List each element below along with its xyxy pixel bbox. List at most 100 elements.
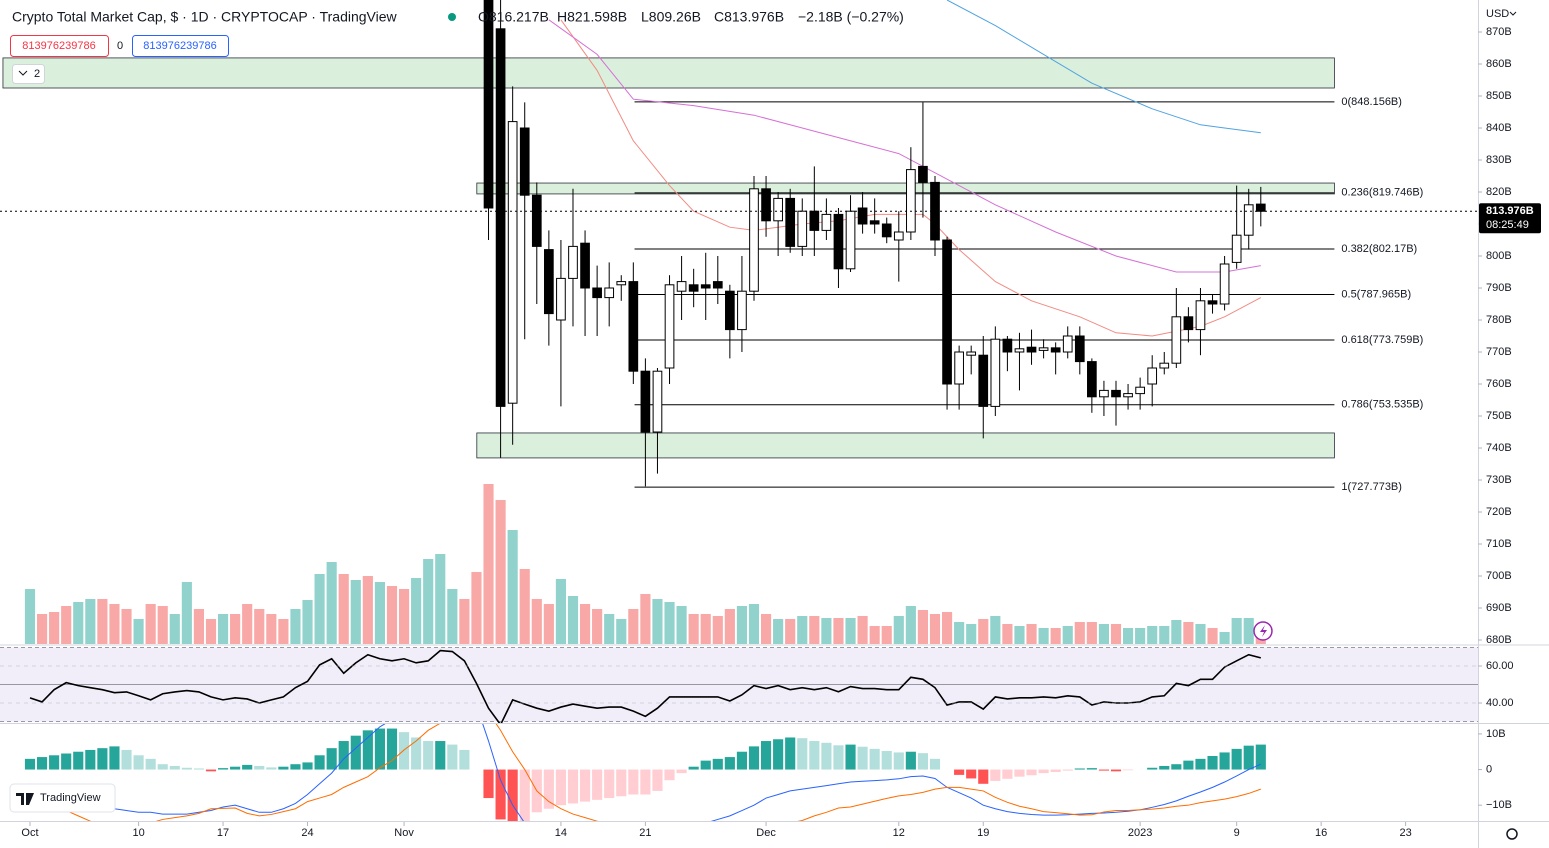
ask-box[interactable]	[132, 35, 229, 57]
candle-body	[712, 281, 723, 289]
volume-bar	[1147, 626, 1158, 644]
bid-value: 813976239786	[22, 40, 95, 52]
candle-body	[773, 197, 783, 222]
volume-bar	[109, 604, 120, 644]
volume-bar	[773, 619, 784, 644]
volume-bar	[230, 614, 241, 644]
volume-bar	[133, 619, 144, 644]
volume-bar	[700, 614, 711, 644]
macd-hist-bar	[1171, 764, 1182, 770]
volume-bar	[1062, 626, 1073, 644]
macd-hist-bar	[1255, 744, 1266, 770]
volume-bar	[121, 609, 132, 644]
volume-bar	[507, 530, 518, 644]
volume-bar	[628, 609, 639, 644]
candle-body	[1087, 361, 1097, 398]
macd-hist-bar	[592, 769, 603, 800]
y-tick-label: 680B	[1486, 634, 1512, 646]
macd-hist-bar	[978, 769, 989, 784]
candle-body	[737, 290, 747, 331]
candle-body	[857, 207, 868, 225]
macd-hist-bar	[555, 769, 566, 806]
volume-bar	[1026, 624, 1037, 644]
settings-icon[interactable]	[1506, 828, 1518, 840]
volume-bar	[785, 619, 796, 644]
candle-body	[1050, 347, 1061, 353]
y-tick-label: 720B	[1486, 506, 1512, 518]
y-tick-label: 790B	[1486, 282, 1512, 294]
macd-hist-bar	[205, 769, 217, 772]
ohlc-change: −2.18B (−0.27%)	[798, 9, 904, 25]
candle-body	[725, 290, 735, 331]
volume-bar	[579, 604, 591, 644]
candle-body	[1074, 335, 1085, 363]
volume-bar	[242, 604, 253, 644]
last-price-label: 813.976B	[1486, 205, 1534, 217]
volume-bar	[604, 614, 615, 644]
x-tick-label: Oct	[21, 827, 38, 839]
logo-text: TradingView	[40, 792, 101, 804]
volume-bar	[1038, 628, 1049, 644]
candle-body	[1026, 346, 1037, 353]
candle-body	[1123, 393, 1133, 398]
bid-box[interactable]	[10, 35, 109, 57]
volume-bar	[386, 586, 398, 644]
volume-bar	[990, 616, 1001, 644]
macd-hist-bar	[712, 758, 723, 770]
candle-body	[664, 284, 675, 369]
y-tick-label: 840B	[1486, 122, 1512, 134]
volume-bar	[374, 582, 385, 644]
x-tick-label: 23	[1399, 827, 1411, 839]
candle-body	[1002, 338, 1013, 353]
alert-bolt	[1260, 625, 1267, 637]
candle-body	[821, 213, 832, 231]
volume-bar	[1231, 618, 1242, 644]
volume-bar	[181, 582, 192, 644]
candle-body	[1111, 389, 1121, 398]
macd-hist-bar	[1014, 769, 1025, 777]
logo-icon	[16, 793, 34, 805]
candle-body	[761, 188, 771, 222]
chevron-icon	[1509, 11, 1517, 16]
macd-hist-bar	[24, 758, 36, 770]
candle-body	[1171, 316, 1182, 364]
volume-bar	[1050, 628, 1061, 644]
macd-hist-bar	[579, 769, 591, 802]
candle-body	[652, 370, 663, 433]
volume-bar	[61, 606, 72, 644]
candle-body	[942, 239, 952, 385]
fib-label: 0.5(787.965B)	[1341, 288, 1411, 300]
volume-bar	[760, 614, 772, 644]
indicator-toggle[interactable]	[12, 64, 45, 84]
volume-bar	[278, 619, 289, 644]
volume-bar	[1110, 624, 1122, 644]
macd-hist-bar	[821, 742, 832, 770]
macd-hist-bar	[254, 765, 265, 770]
rsi-pane	[0, 647, 1478, 723]
macd-hist-bar	[49, 755, 60, 770]
volume-bar	[1183, 622, 1194, 644]
candle-body	[1183, 316, 1194, 331]
logo-box[interactable]	[9, 783, 116, 813]
macd-hist-bar	[290, 764, 301, 770]
volume-bar	[205, 619, 217, 644]
volume-bar	[1243, 618, 1254, 644]
y-tick-label: 750B	[1486, 410, 1512, 422]
macd-hist-bar	[833, 745, 844, 770]
volume-bar	[676, 606, 687, 644]
macd-hist-bar	[954, 769, 965, 775]
candle-body	[906, 169, 916, 233]
macd-hist-bar	[193, 768, 204, 770]
macd-hist-bar	[97, 748, 108, 770]
macd-hist-bar	[785, 737, 796, 770]
macd-hist-bar	[1147, 767, 1158, 770]
volume-bar	[1207, 628, 1218, 644]
candle-body	[483, 0, 494, 209]
currency[interactable]: USD	[1486, 8, 1509, 20]
macd-hist-bar	[374, 728, 385, 770]
macd-hist-bar	[724, 757, 735, 770]
macd-hist-bar	[423, 741, 434, 770]
chevron-icon	[18, 70, 28, 76]
volume-bar	[483, 484, 494, 644]
